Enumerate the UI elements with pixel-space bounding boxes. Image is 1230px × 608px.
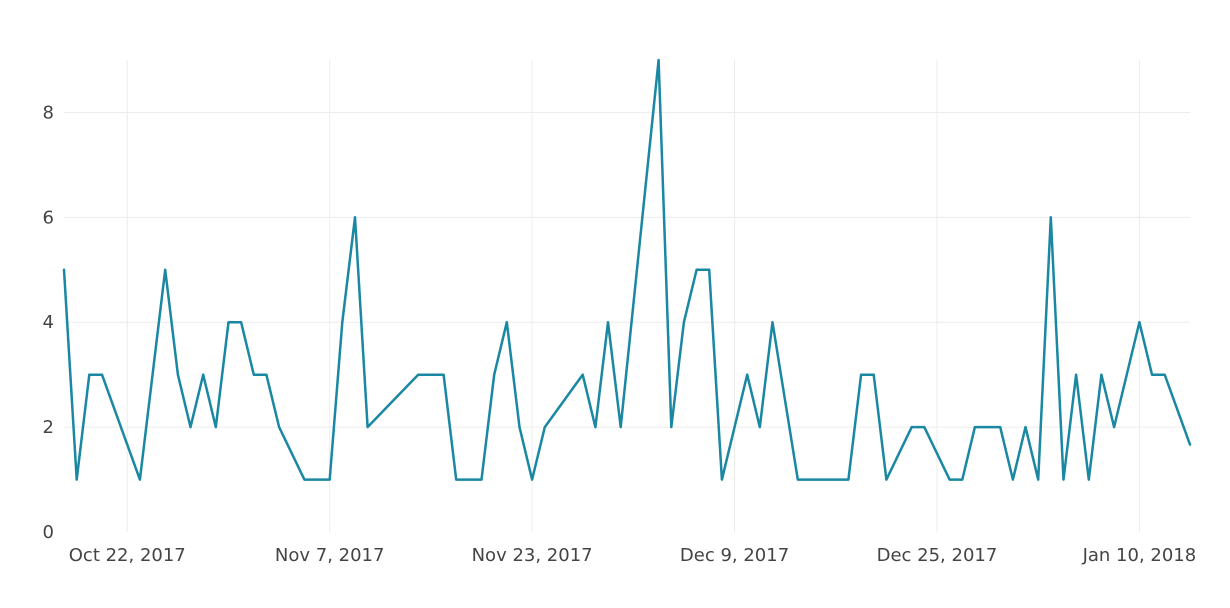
data-point bbox=[910, 426, 913, 429]
data-point bbox=[543, 426, 546, 429]
data-point bbox=[164, 268, 167, 271]
series-line bbox=[62, 58, 1192, 481]
data-point bbox=[961, 478, 964, 481]
data-point bbox=[720, 478, 723, 481]
data-point bbox=[847, 478, 850, 481]
gridlines bbox=[64, 60, 1190, 532]
x-tick-label: Dec 25, 2017 bbox=[877, 545, 998, 566]
y-tick-label: 0 bbox=[43, 522, 54, 543]
data-point bbox=[834, 478, 837, 481]
data-point bbox=[860, 373, 863, 376]
data-point bbox=[708, 268, 711, 271]
data-point bbox=[1062, 478, 1065, 481]
data-point bbox=[227, 321, 230, 324]
data-point bbox=[1113, 426, 1116, 429]
data-point bbox=[417, 373, 420, 376]
data-point bbox=[240, 321, 243, 324]
data-point bbox=[265, 373, 268, 376]
data-point bbox=[682, 321, 685, 324]
data-point bbox=[885, 478, 888, 481]
data-point bbox=[480, 478, 483, 481]
data-point bbox=[341, 321, 344, 324]
data-point bbox=[1011, 478, 1014, 481]
data-point bbox=[1138, 321, 1141, 324]
data-point bbox=[1024, 426, 1027, 429]
data-point bbox=[303, 478, 306, 481]
data-point bbox=[1037, 478, 1040, 481]
data-point bbox=[999, 426, 1002, 429]
data-point bbox=[796, 478, 799, 481]
data-point bbox=[366, 426, 369, 429]
data-point bbox=[75, 478, 78, 481]
data-point bbox=[189, 426, 192, 429]
data-point bbox=[176, 373, 179, 376]
y-axis-ticks: 0 2 4 6 8 bbox=[43, 102, 54, 543]
data-point bbox=[670, 426, 673, 429]
y-tick-label: 8 bbox=[43, 102, 54, 123]
data-point bbox=[278, 426, 281, 429]
data-point bbox=[353, 216, 356, 219]
data-point bbox=[619, 426, 622, 429]
data-point bbox=[1087, 478, 1090, 481]
data-point bbox=[746, 373, 749, 376]
data-point bbox=[1049, 216, 1052, 219]
data-point bbox=[594, 426, 597, 429]
data-point bbox=[531, 478, 534, 481]
data-point bbox=[252, 373, 255, 376]
data-point bbox=[455, 478, 458, 481]
data-point bbox=[202, 373, 205, 376]
data-point bbox=[88, 373, 91, 376]
data-point bbox=[973, 426, 976, 429]
data-point bbox=[505, 321, 508, 324]
data-point bbox=[1163, 373, 1166, 376]
y-tick-label: 6 bbox=[43, 207, 54, 228]
y-tick-label: 2 bbox=[43, 417, 54, 438]
data-point bbox=[214, 426, 217, 429]
data-point bbox=[1100, 373, 1103, 376]
data-point bbox=[138, 478, 141, 481]
data-point bbox=[948, 478, 951, 481]
data-point bbox=[63, 268, 65, 271]
data-point bbox=[923, 426, 926, 429]
data-point bbox=[771, 321, 774, 324]
data-point bbox=[1151, 373, 1154, 376]
x-tick-label: Jan 10, 2018 bbox=[1082, 545, 1197, 566]
data-point bbox=[518, 426, 521, 429]
x-tick-label: Nov 23, 2017 bbox=[472, 545, 593, 566]
data-point bbox=[493, 373, 496, 376]
data-point bbox=[758, 426, 761, 429]
series-points bbox=[63, 59, 1166, 481]
x-tick-label: Oct 22, 2017 bbox=[69, 545, 186, 566]
data-point bbox=[607, 321, 610, 324]
data-point bbox=[581, 373, 584, 376]
x-tick-label: Nov 7, 2017 bbox=[275, 545, 385, 566]
y-tick-label: 4 bbox=[43, 312, 54, 333]
data-point bbox=[657, 59, 660, 61]
data-point bbox=[100, 373, 103, 376]
data-point bbox=[1075, 373, 1078, 376]
data-point bbox=[695, 268, 698, 271]
data-point bbox=[442, 373, 445, 376]
x-tick-label: Dec 9, 2017 bbox=[680, 545, 789, 566]
x-axis-ticks: Oct 22, 2017 Nov 7, 2017 Nov 23, 2017 Dec 9… bbox=[69, 545, 1196, 566]
data-point bbox=[328, 478, 331, 481]
data-point bbox=[872, 373, 875, 376]
